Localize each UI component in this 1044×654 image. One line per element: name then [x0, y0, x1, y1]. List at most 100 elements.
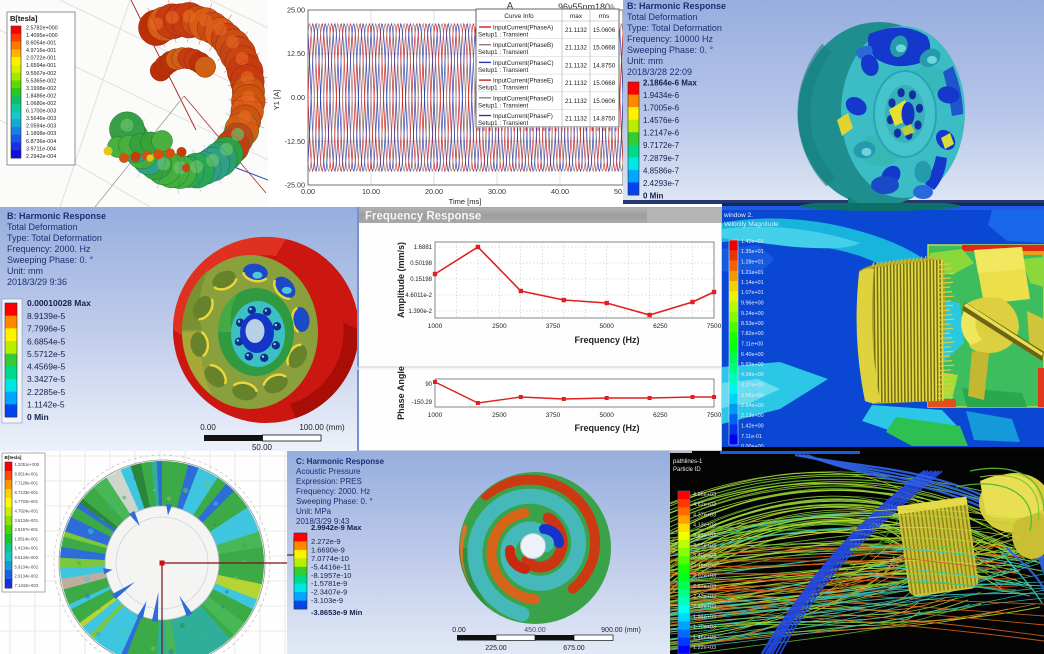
svg-text:2.9134e-002: 2.9134e-002: [15, 574, 39, 579]
svg-text:Y1 [A]: Y1 [A]: [272, 90, 281, 110]
svg-text:2.9942e-9 Max: 2.9942e-9 Max: [311, 523, 362, 532]
svg-text:9.24e+00: 9.24e+00: [741, 311, 764, 317]
svg-text:3.56e+00: 3.56e+00: [741, 393, 764, 399]
svg-text:7.1342e-003: 7.1342e-003: [15, 583, 39, 588]
svg-text:2.67e+03: 2.67e+03: [693, 584, 716, 590]
svg-text:5000: 5000: [599, 323, 614, 330]
svg-text:2.272e-9: 2.272e-9: [311, 537, 341, 546]
svg-text:Setup1 : Transient: Setup1 : Transient: [478, 32, 528, 39]
svg-text:1.1142e-5: 1.1142e-5: [27, 400, 65, 410]
svg-text:-3.8653e-9 Min: -3.8653e-9 Min: [311, 608, 363, 617]
svg-text:7.11e+00: 7.11e+00: [741, 342, 763, 348]
svg-text:-8.1957e-10: -8.1957e-10: [311, 571, 351, 580]
svg-text:3.40e+03: 3.40e+03: [693, 553, 716, 559]
svg-text:1000: 1000: [428, 323, 443, 330]
svg-text:1.4134e-001: 1.4134e-001: [15, 546, 39, 551]
svg-text:Setup1 : Transient: Setup1 : Transient: [478, 67, 528, 74]
svg-text:4.98e+00: 4.98e+00: [741, 372, 764, 378]
svg-text:8.9514e-001: 8.9514e-001: [15, 471, 39, 476]
svg-text:5.5712e-5: 5.5712e-5: [27, 349, 66, 359]
svg-text:rms: rms: [599, 13, 610, 20]
svg-text:1.28e+01: 1.28e+01: [741, 260, 764, 266]
svg-text:Frequency (Hz): Frequency (Hz): [574, 335, 639, 345]
svg-text:-1.5781e-9: -1.5781e-9: [311, 579, 347, 588]
svg-text:21.1132: 21.1132: [565, 45, 587, 52]
svg-text:Frequency (Hz): Frequency (Hz): [574, 423, 639, 433]
svg-text:6.6854e-5: 6.6854e-5: [27, 336, 66, 346]
svg-text:3.9711e-004: 3.9711e-004: [26, 146, 56, 152]
svg-text:9.7172e-7: 9.7172e-7: [643, 141, 680, 150]
svg-text:Sweeping Phase: 0. °: Sweeping Phase: 0. °: [627, 45, 714, 55]
svg-text:100.00 (mm): 100.00 (mm): [299, 423, 345, 432]
svg-text:Total Deformation: Total Deformation: [7, 222, 78, 232]
svg-text:50.00: 50.00: [252, 443, 273, 452]
svg-text:21.1132: 21.1132: [565, 27, 587, 34]
svg-text:3.89e+03: 3.89e+03: [693, 533, 716, 539]
svg-text:8.53e+00: 8.53e+00: [741, 321, 764, 327]
svg-text:B: Harmonic Response: B: Harmonic Response: [7, 211, 106, 221]
svg-text:-12.50: -12.50: [285, 137, 305, 146]
svg-text:2.1864e-6 Max: 2.1864e-6 Max: [643, 79, 697, 88]
svg-text:Time [ms]: Time [ms]: [449, 197, 482, 206]
svg-text:0.00010028 Max: 0.00010028 Max: [27, 298, 91, 308]
svg-text:225.00: 225.00: [485, 645, 507, 652]
svg-text:Unit: mm: Unit: mm: [7, 266, 43, 276]
svg-text:2.0722e-001: 2.0722e-001: [26, 56, 56, 62]
svg-text:9.5134e-002: 9.5134e-002: [15, 555, 39, 560]
svg-text:7.2879e-7: 7.2879e-7: [643, 154, 680, 163]
svg-text:Type: Total Deformation: Type: Total Deformation: [7, 233, 102, 243]
svg-text:-3.103e-9: -3.103e-9: [311, 596, 343, 605]
svg-text:1.07e+01: 1.07e+01: [741, 290, 764, 296]
svg-text:7.0774e-10: 7.0774e-10: [311, 554, 349, 563]
svg-text:1.70e+03: 1.70e+03: [693, 625, 716, 631]
svg-text:1.4095e+000: 1.4095e+000: [26, 33, 58, 39]
svg-text:6.1700e-003: 6.1700e-003: [26, 109, 56, 115]
svg-text:9.96e+00: 9.96e+00: [741, 301, 764, 307]
svg-text:1.2147e-6: 1.2147e-6: [643, 129, 680, 138]
svg-text:7.7128e-001: 7.7128e-001: [15, 481, 39, 486]
svg-text:Frequency: 2000. Hz: Frequency: 2000. Hz: [7, 244, 91, 254]
svg-text:6250: 6250: [653, 323, 668, 330]
svg-text:6250: 6250: [653, 412, 668, 419]
svg-text:Frequency Response: Frequency Response: [365, 211, 481, 223]
svg-text:0.15198: 0.15198: [410, 277, 432, 283]
svg-text:3.1998e-002: 3.1998e-002: [26, 86, 56, 92]
svg-text:-150.29: -150.29: [412, 400, 433, 406]
svg-text:0 Min: 0 Min: [643, 191, 664, 200]
svg-text:7.11e-01: 7.11e-01: [741, 434, 762, 440]
svg-text:2018/3/28 22:09: 2018/3/28 22:09: [627, 67, 692, 77]
svg-text:-25.00: -25.00: [285, 181, 305, 190]
svg-text:1.7005e-6: 1.7005e-6: [643, 104, 680, 113]
svg-text:5.9134e-002: 5.9134e-002: [15, 564, 39, 569]
svg-text:3750: 3750: [546, 323, 561, 330]
svg-text:15.0606: 15.0606: [593, 98, 616, 105]
svg-text:4.27e+00: 4.27e+00: [741, 383, 764, 389]
svg-text:2.13e+00: 2.13e+00: [741, 413, 764, 419]
svg-text:900.00 (mm): 900.00 (mm): [601, 627, 641, 634]
svg-text:2.84e+00: 2.84e+00: [741, 403, 764, 409]
svg-text:4.7824e-001: 4.7824e-001: [15, 509, 39, 514]
svg-text:1.4576e-6: 1.4576e-6: [643, 116, 680, 125]
svg-text:1.21e+01: 1.21e+01: [741, 270, 764, 276]
svg-text:4.62e+03: 4.62e+03: [693, 502, 716, 508]
svg-text:6.7133e-001: 6.7133e-001: [15, 490, 39, 495]
svg-text:10.00: 10.00: [362, 187, 380, 196]
svg-text:Velocity Magnitude: Velocity Magnitude: [724, 221, 779, 228]
svg-text:5.5365e-002: 5.5365e-002: [26, 78, 56, 84]
svg-text:6.40e+00: 6.40e+00: [741, 352, 764, 358]
svg-text:12.50: 12.50: [287, 49, 305, 58]
svg-text:-2.3407e-9: -2.3407e-9: [311, 588, 347, 597]
svg-text:InputCurrent(PhaseD): InputCurrent(PhaseD): [493, 95, 554, 102]
svg-text:Acoustic Pressure: Acoustic Pressure: [296, 467, 361, 476]
svg-text:3.8134e-001: 3.8134e-001: [15, 518, 39, 523]
svg-text:21.1132: 21.1132: [565, 116, 587, 123]
svg-text:7.7996e-5: 7.7996e-5: [27, 324, 66, 334]
svg-text:2.5782e+000: 2.5782e+000: [26, 26, 58, 32]
svg-text:C: Harmonic Response: C: Harmonic Response: [296, 457, 385, 466]
svg-text:1.6881: 1.6881: [414, 245, 433, 251]
svg-text:window 2.: window 2.: [723, 212, 753, 219]
svg-text:2500: 2500: [492, 323, 507, 330]
svg-text:0.00: 0.00: [200, 423, 216, 432]
svg-text:2018/3/29 9:43: 2018/3/29 9:43: [296, 517, 350, 526]
svg-text:5.7703e-001: 5.7703e-001: [15, 499, 39, 504]
